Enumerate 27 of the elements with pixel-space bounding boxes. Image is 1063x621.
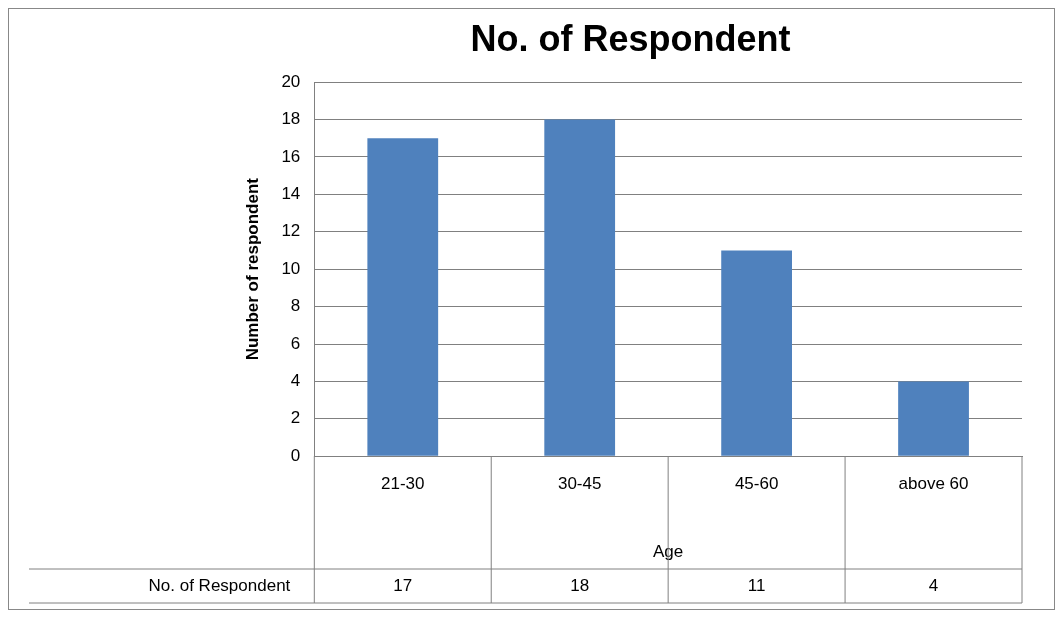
y-tick-label: 16 [281,146,301,166]
y-tick-label: 10 [281,258,301,278]
y-tick-label: 0 [290,445,301,465]
x-tick-label: 21-30 [381,474,425,494]
y-axis-title: Number of respondent [242,177,262,361]
x-tick-label: 30-45 [557,474,602,494]
bar [898,381,969,456]
x-axis-title: Age [653,542,684,562]
x-tick-label: above 60 [898,474,969,494]
y-tick-label: 20 [281,71,301,91]
y-tick-label: 6 [290,333,301,353]
bar [721,250,792,456]
x-tick-label: 45-60 [734,474,779,494]
text: No. of Respondent [148,575,291,595]
data-label: 4 [928,575,939,595]
data-label: 17 [393,575,413,595]
data-label: 11 [747,575,766,595]
data-label: 18 [570,575,590,595]
chart-title: No. of Respondent [470,17,791,59]
y-tick-label: 18 [281,109,301,129]
y-tick-label: 12 [281,221,301,241]
bar [367,138,439,456]
bar [544,119,616,456]
y-tick-label: 2 [290,408,301,428]
y-tick-label: 4 [290,371,301,391]
y-tick-label: 14 [281,184,301,204]
y-tick-label: 8 [290,296,301,316]
